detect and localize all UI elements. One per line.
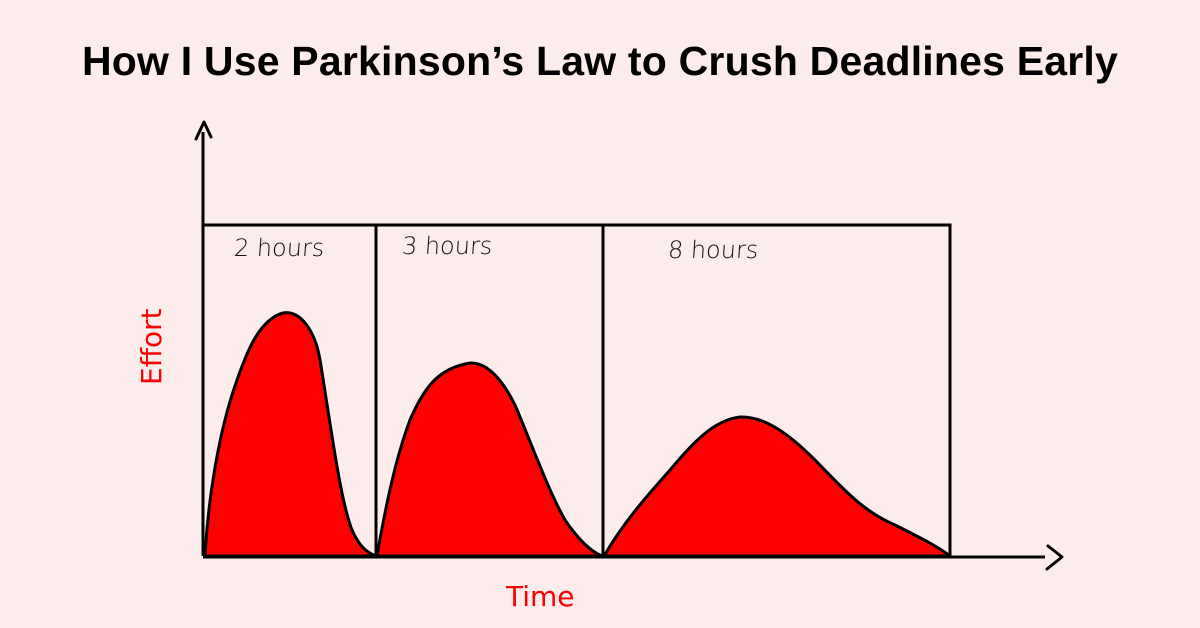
- segments-frame: [203, 223, 952, 556]
- segment-label-2-hours: 2 hours: [233, 234, 326, 262]
- x-axis-label: Time: [506, 580, 575, 613]
- page-title: How I Use Parkinson’s Law to Crush Deadl…: [81, 38, 1119, 84]
- effort-curve-8-hours: [602, 415, 952, 558]
- segment-label-8-hours: 8 hours: [667, 236, 760, 264]
- y-axis-label: Effort: [135, 308, 168, 385]
- effort-curve-3-hours: [375, 361, 604, 558]
- x-axis-arrow-icon: [1045, 544, 1064, 571]
- y-axis-arrow-icon: [194, 120, 213, 141]
- segment-label-3-hours: 3 hours: [401, 232, 494, 260]
- effort-curve-2-hours: [203, 311, 378, 558]
